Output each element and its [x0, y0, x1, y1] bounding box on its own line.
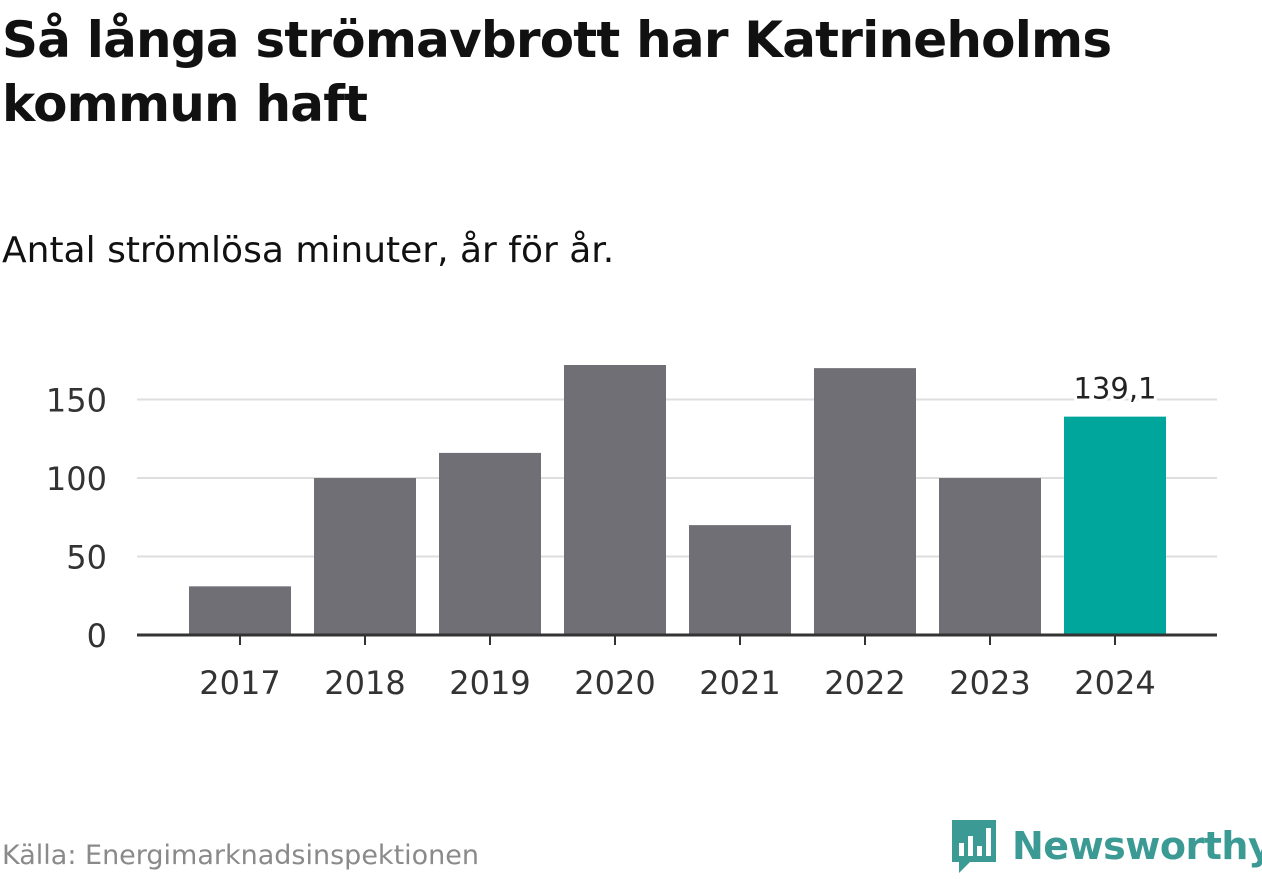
bar-2022 [814, 368, 916, 635]
bar-chart: 0 50 100 150 2017 2018 2019 2020 2021 2022 2023 202… [46, 365, 1217, 702]
x-tick-label: 2023 [949, 664, 1030, 702]
bar-2018 [314, 478, 416, 635]
x-tick-label: 2019 [449, 664, 530, 702]
bar-2020 [564, 365, 666, 635]
tick-labels: 0 50 100 150 2017 2018 2019 2020 2021 2022 2023 202… [46, 369, 1160, 702]
bar-2023 [939, 478, 1041, 635]
brand-name: Newsworthy [1012, 824, 1262, 868]
gridlines [137, 398, 1217, 558]
bar-2017 [189, 586, 291, 635]
x-tick-label: 2017 [199, 664, 280, 702]
newsworthy-logo-icon [952, 820, 996, 873]
bar-2021 [689, 525, 791, 635]
data-label: 139,1 [1073, 372, 1156, 406]
chart-title: Så långa strömavbrott har Katrineholms k… [2, 11, 1112, 133]
source-note: Källa: Energimarknadsinspektionen [2, 840, 480, 871]
x-tick-label: 2018 [324, 664, 405, 702]
x-tick-label: 2021 [699, 664, 780, 702]
axes [137, 633, 1217, 645]
y-tick-label: 0 [87, 617, 107, 655]
x-tick-label: 2022 [824, 664, 905, 702]
y-tick-label: 100 [46, 460, 107, 498]
bar-2024 [1064, 416, 1166, 635]
x-tick-label: 2024 [1074, 664, 1155, 702]
x-tick-label: 2020 [574, 664, 655, 702]
bars [189, 365, 1166, 635]
y-tick-label: 150 [46, 382, 107, 420]
chart-subtitle: Antal strömlösa minuter, år för år. [2, 230, 615, 271]
y-tick-label: 50 [66, 539, 107, 577]
brand-logo[interactable]: Newsworthy [950, 818, 1262, 874]
bar-2019 [439, 452, 541, 635]
